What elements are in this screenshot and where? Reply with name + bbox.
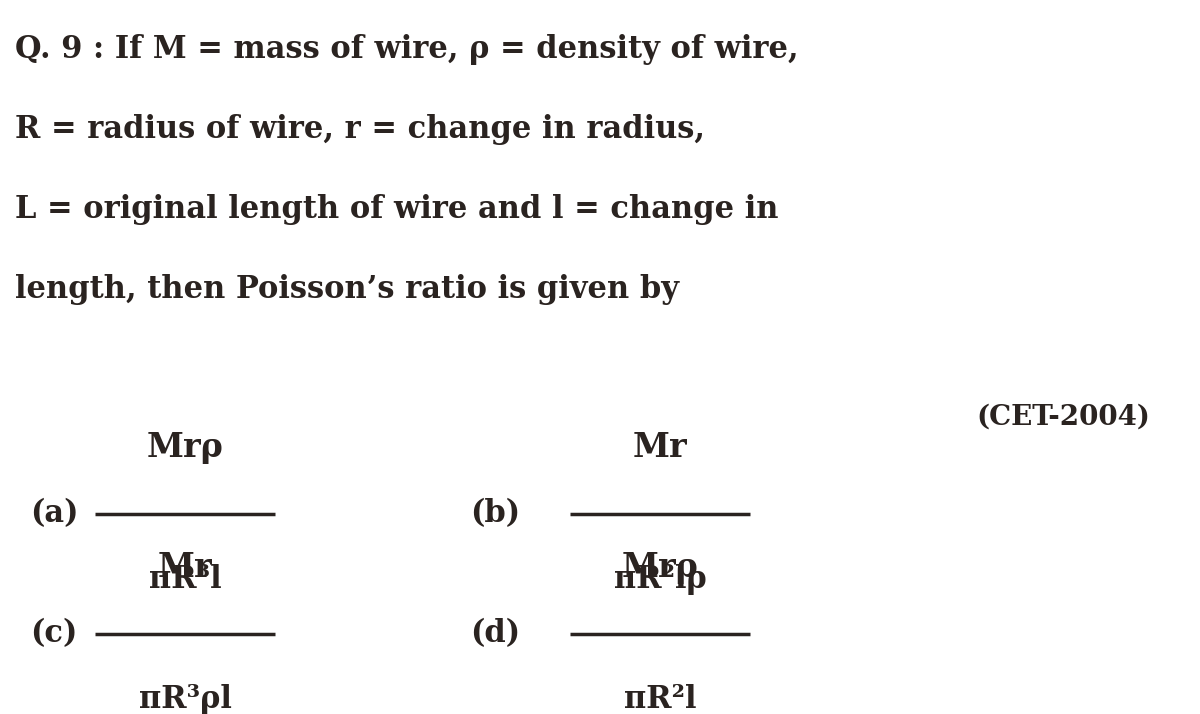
Text: Mr: Mr bbox=[632, 431, 688, 464]
Text: πR³ρl: πR³ρl bbox=[138, 684, 232, 714]
Text: πR²lρ: πR²lρ bbox=[613, 564, 707, 595]
Text: length, then Poisson’s ratio is given by: length, then Poisson’s ratio is given by bbox=[14, 274, 679, 305]
Text: (b): (b) bbox=[470, 498, 520, 530]
Text: (d): (d) bbox=[470, 618, 520, 650]
Text: R = radius of wire, r = change in radius,: R = radius of wire, r = change in radius… bbox=[14, 114, 706, 145]
Text: (CET-2004): (CET-2004) bbox=[976, 404, 1150, 431]
Text: L = original length of wire and l = change in: L = original length of wire and l = chan… bbox=[14, 194, 779, 225]
Text: (a): (a) bbox=[30, 498, 78, 530]
Text: Q. 9 : If M = mass of wire, ρ = density of wire,: Q. 9 : If M = mass of wire, ρ = density … bbox=[14, 34, 799, 65]
Text: Mr: Mr bbox=[157, 551, 212, 584]
Text: Mrρ: Mrρ bbox=[622, 551, 698, 584]
Text: πR²l: πR²l bbox=[624, 684, 696, 714]
Text: (c): (c) bbox=[30, 618, 77, 650]
Text: Mrρ: Mrρ bbox=[146, 431, 223, 464]
Text: πR³l: πR³l bbox=[149, 564, 221, 595]
